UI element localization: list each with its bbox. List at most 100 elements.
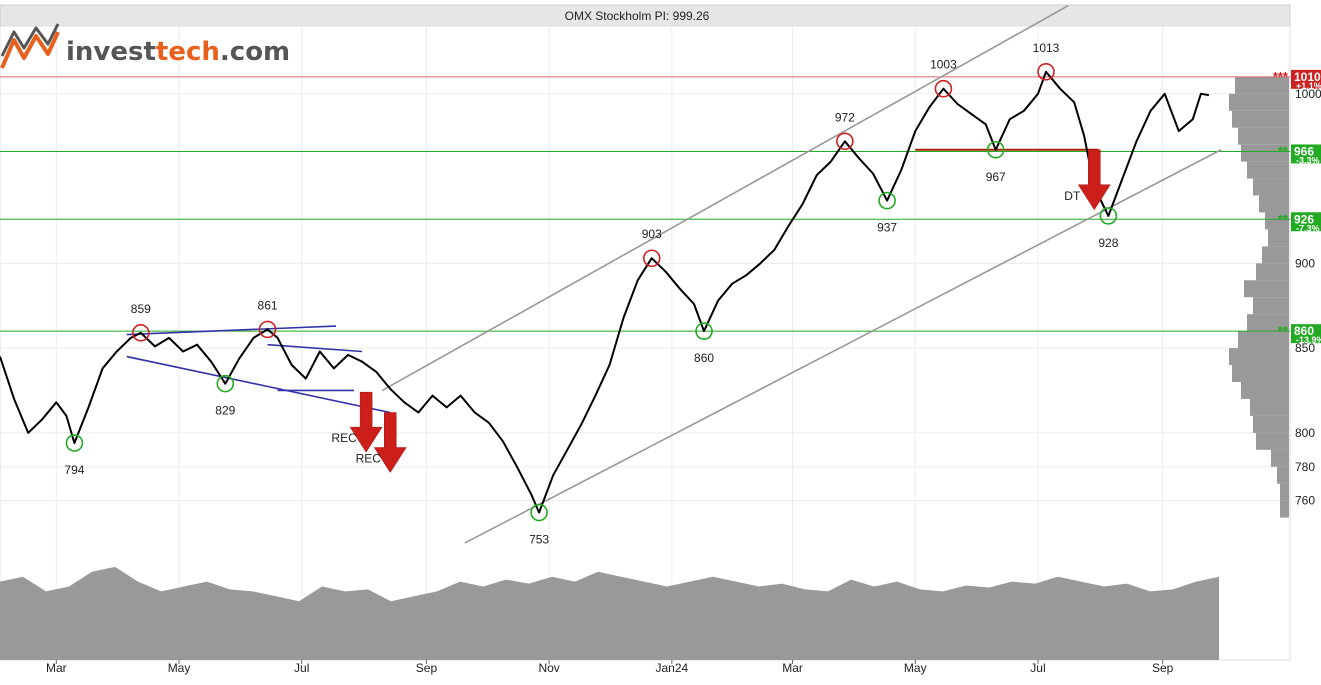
pivot-label: 753 <box>529 533 549 547</box>
signal-label: REC <box>331 431 357 445</box>
volume-profile-bar <box>1238 331 1289 349</box>
volume-profile-bar <box>1229 93 1289 111</box>
level-stars: ** <box>1278 143 1289 158</box>
trend-line <box>126 325 336 336</box>
volume-area <box>0 566 1219 660</box>
pivot-label: 1013 <box>1033 41 1060 55</box>
sell-signal-arrow <box>373 412 407 473</box>
volume-profile-bar <box>1235 76 1289 94</box>
sell-signal-arrow <box>1077 149 1111 211</box>
y-tick-label: 760 <box>1295 494 1315 508</box>
volume-profile-bar <box>1250 398 1289 416</box>
level-pct-label: -13.9% <box>1296 335 1321 345</box>
volume-profile-bar <box>1280 483 1289 501</box>
investtech-logo: investtech.com <box>0 23 290 69</box>
x-tick-label: May <box>168 661 191 675</box>
pivot-label: 937 <box>877 221 897 235</box>
level-pct-label: -7.3% <box>1296 223 1320 233</box>
volume-profile-bar <box>1232 365 1289 382</box>
level-value-label: 1010 <box>1294 70 1321 84</box>
pivot-circle <box>1099 207 1118 225</box>
pivot-circle <box>216 374 235 393</box>
volume-profile-bar <box>1247 314 1289 332</box>
volume-profile-bar <box>1238 127 1289 145</box>
signal-label: REC <box>356 452 382 466</box>
pivot-circle <box>530 503 548 522</box>
pivot-circle <box>132 324 150 342</box>
trend-line <box>381 4 1069 392</box>
volume-profile-bar <box>1268 229 1289 247</box>
pivot-label: 859 <box>131 302 151 316</box>
plot-frame <box>0 25 1291 661</box>
pivot-circle <box>878 191 896 210</box>
x-tick-label: Nov <box>538 661 559 675</box>
level-stars: ** <box>1278 211 1289 226</box>
pivot-circle <box>836 132 854 151</box>
volume-profile-bar <box>1229 348 1289 366</box>
volume-profile-bar <box>1241 382 1289 399</box>
y-tick-label: 850 <box>1295 341 1315 355</box>
logo-text-accent: tech <box>156 37 220 67</box>
volume-profile-bar <box>1265 212 1289 230</box>
volume-profile-bar <box>1277 466 1289 484</box>
signal-label: DT <box>1064 189 1081 203</box>
pivot-circle <box>258 320 277 339</box>
pivot-label: 967 <box>986 170 1006 184</box>
pivot-circle <box>65 434 84 452</box>
volume-profile-bar <box>1259 195 1289 213</box>
pivot-circle <box>1037 62 1055 81</box>
volume-profile-bar <box>1247 161 1289 179</box>
pivot-label: 794 <box>64 463 84 477</box>
level-badge <box>1291 144 1321 164</box>
x-tick-label: Sep <box>416 661 438 675</box>
x-tick-label: Sep <box>1152 661 1174 675</box>
y-tick-label: 1000 <box>1295 87 1321 101</box>
volume-profile-bar <box>1244 280 1289 298</box>
pivot-label: 903 <box>642 227 662 241</box>
chart-title: OMX Stockholm PI: 999.26 <box>565 9 710 23</box>
logo-text: investtech.com <box>66 37 290 67</box>
trend-line <box>267 343 363 353</box>
volume-profile-bar <box>1253 178 1289 196</box>
level-value-label: 926 <box>1294 212 1314 226</box>
level-badge <box>1291 324 1321 344</box>
pivot-circle <box>695 322 713 340</box>
logo-icon <box>0 23 60 69</box>
pivot-label: 972 <box>835 110 855 124</box>
volume-profile-bar <box>1262 246 1289 264</box>
pivot-markers: 794 859 829 861 753 903 860 972 937 1003 967 1013 92… <box>64 41 1118 547</box>
x-tick-label: May <box>904 661 927 675</box>
x-tick-label: Jan24 <box>656 661 689 675</box>
level-badge <box>1291 212 1321 232</box>
trend-line <box>464 149 1222 544</box>
level-stars: *** <box>1273 69 1289 84</box>
volume-profile-bar <box>1253 297 1289 315</box>
volume-area-path <box>0 566 1219 660</box>
level-badge <box>1291 69 1321 89</box>
x-tick-label: Jul <box>294 661 309 675</box>
logo-text-suffix: .com <box>220 37 290 67</box>
sell-signal-arrow <box>349 391 383 453</box>
x-axis: Mar May Jul Sep Nov Jan24 Mar May Jul Sep <box>46 660 1174 675</box>
volume-profile <box>1229 76 1289 518</box>
level-value-label: 860 <box>1294 324 1314 338</box>
grid <box>0 26 1290 660</box>
pivot-label: 829 <box>215 404 235 418</box>
volume-profile-bar <box>1256 263 1289 281</box>
pivot-circle <box>986 140 1005 159</box>
pivot-circle <box>934 79 953 98</box>
trend-lines <box>126 4 1222 544</box>
volume-profile-bar <box>1241 144 1289 162</box>
pivot-label: 1003 <box>930 58 957 72</box>
pivot-label: 861 <box>258 298 278 312</box>
pivot-circle <box>642 249 661 268</box>
level-pct-label: -3.3% <box>1296 155 1320 165</box>
y-axis: 760 780 800 850 900 1000 <box>1295 87 1321 508</box>
level-stars: ** <box>1278 323 1289 338</box>
price-line <box>0 70 1210 514</box>
support-resistance-levels: *** 1010+1.1% ** 966-3.3% ** 926-7.3% ** 860-13… <box>0 69 1321 345</box>
signal-arrows: REC REC DT <box>331 149 1111 473</box>
pivot-label: 928 <box>1098 236 1118 250</box>
volume-profile-bar <box>1232 110 1289 128</box>
